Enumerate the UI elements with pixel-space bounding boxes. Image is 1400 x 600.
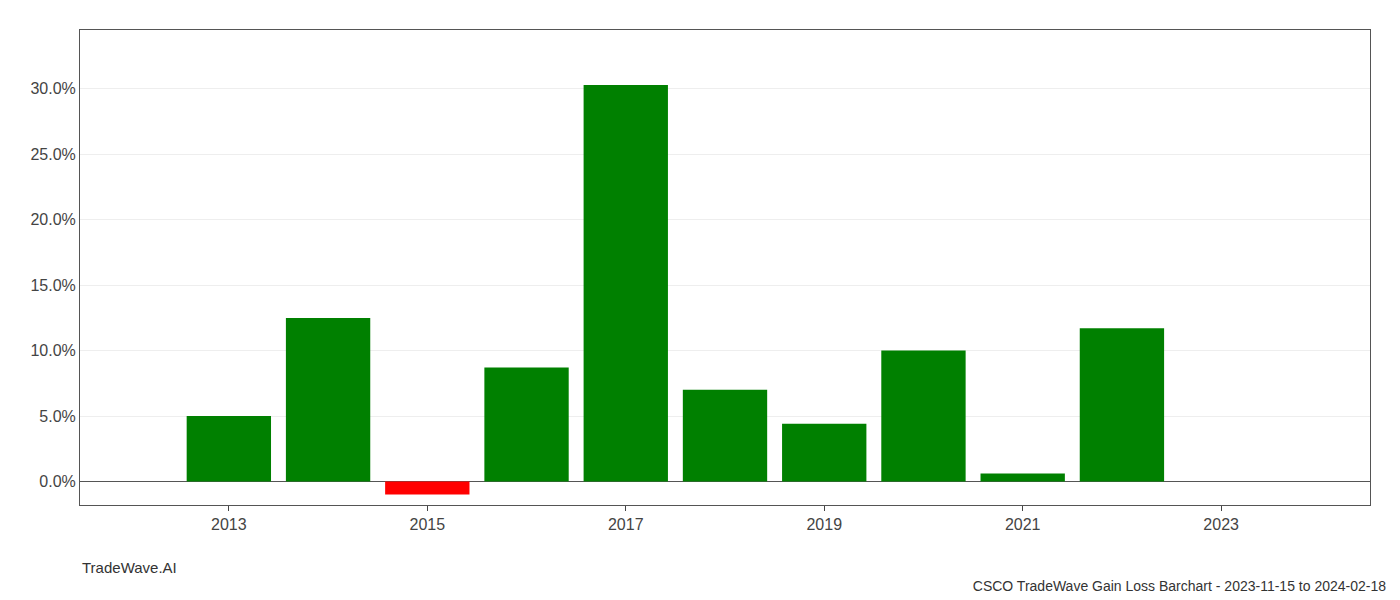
svg-text:2015: 2015 — [410, 516, 446, 533]
svg-text:0.0%: 0.0% — [39, 473, 75, 490]
svg-text:CSCO TradeWave Gain Loss Barch: CSCO TradeWave Gain Loss Barchart - 2023… — [973, 578, 1386, 594]
svg-text:25.0%: 25.0% — [30, 146, 75, 163]
svg-text:2017: 2017 — [608, 516, 644, 533]
svg-text:20.0%: 20.0% — [30, 211, 75, 228]
svg-text:10.0%: 10.0% — [30, 342, 75, 359]
svg-text:2013: 2013 — [211, 516, 247, 533]
svg-text:2019: 2019 — [806, 516, 842, 533]
svg-text:2023: 2023 — [1203, 516, 1239, 533]
svg-text:30.0%: 30.0% — [30, 80, 75, 97]
svg-text:15.0%: 15.0% — [30, 277, 75, 294]
svg-text:2021: 2021 — [1005, 516, 1041, 533]
svg-text:TradeWave.AI: TradeWave.AI — [82, 559, 177, 576]
svg-text:5.0%: 5.0% — [39, 408, 75, 425]
